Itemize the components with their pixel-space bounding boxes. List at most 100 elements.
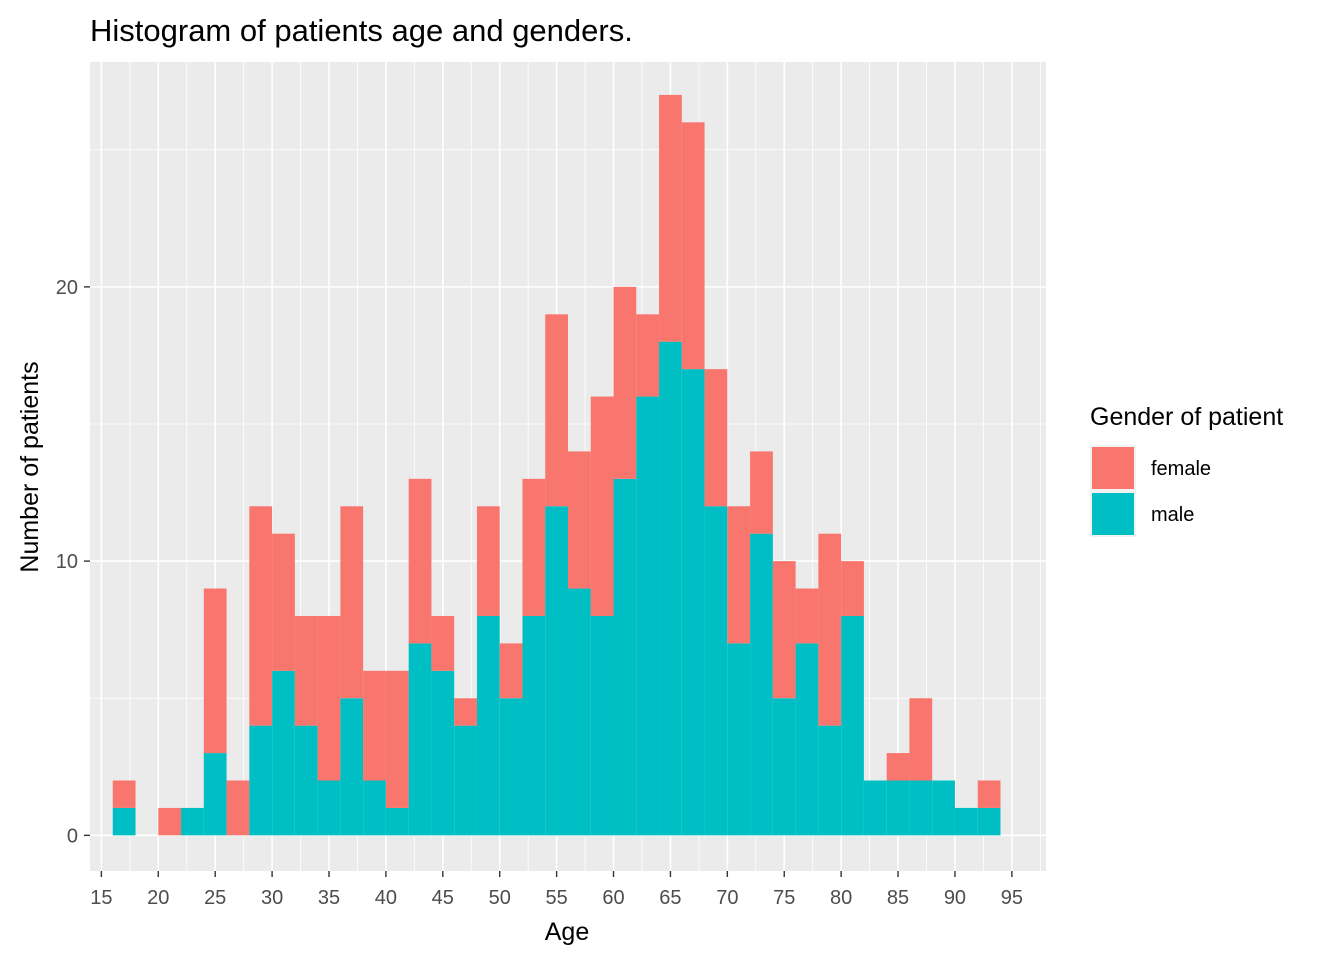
- bar-male: [636, 396, 660, 836]
- y-axis: 0 10 20: [56, 277, 90, 847]
- x-tick-label: 40: [375, 887, 397, 909]
- bar-male: [909, 780, 933, 836]
- bar-male: [385, 807, 409, 836]
- bar-female: [750, 451, 773, 534]
- bar-female: [909, 698, 933, 781]
- bar-female: [454, 698, 477, 726]
- bar-male: [818, 725, 842, 836]
- bar-male: [317, 780, 341, 836]
- legend-label-female: female: [1151, 458, 1211, 480]
- bar-female: [568, 451, 591, 589]
- bar-female: [249, 506, 273, 726]
- histogram-bars: [112, 94, 1001, 836]
- x-tick-label: 30: [261, 887, 283, 909]
- bar-female: [704, 369, 728, 507]
- bar-male: [476, 615, 500, 836]
- bar-male: [499, 698, 523, 836]
- bar-male: [568, 588, 591, 836]
- bar-female: [590, 396, 614, 616]
- bar-male: [272, 670, 295, 836]
- legend-title: Gender of patient: [1090, 403, 1283, 431]
- bar-male: [363, 780, 386, 836]
- bar-female: [636, 314, 660, 397]
- bar-female: [681, 122, 705, 370]
- chart-title: Histogram of patients age and genders.: [90, 13, 633, 48]
- bar-male: [294, 725, 318, 836]
- bar-male: [704, 506, 728, 836]
- x-axis: 15 20 25 30 35 40 45 50 55 60 65 70 75 80 85 90 95: [90, 871, 1023, 909]
- bar-female: [886, 753, 910, 781]
- bar-female: [203, 588, 227, 754]
- bar-female: [294, 615, 318, 726]
- bar-female: [545, 314, 568, 507]
- bar-female: [408, 478, 432, 644]
- x-tick-label: 35: [318, 887, 340, 909]
- bar-male: [545, 506, 568, 836]
- bar-female: [977, 780, 1001, 808]
- y-tick-label: 0: [67, 825, 78, 847]
- bar-male: [932, 780, 955, 836]
- bar-female: [727, 506, 751, 644]
- bar-male: [977, 807, 1001, 836]
- bar-female: [226, 780, 250, 836]
- bar-male: [863, 780, 887, 836]
- bar-male: [590, 615, 614, 836]
- x-tick-label: 70: [716, 887, 738, 909]
- bar-male: [954, 807, 978, 836]
- bar-male: [408, 643, 432, 836]
- bar-male: [203, 753, 227, 836]
- bar-male: [841, 615, 864, 836]
- y-tick-label: 10: [56, 551, 78, 573]
- bar-male: [181, 807, 204, 836]
- bar-male: [340, 698, 364, 836]
- bar-female: [772, 561, 796, 699]
- x-tick-label: 80: [830, 887, 852, 909]
- bar-male: [659, 341, 682, 836]
- bar-female: [522, 478, 546, 616]
- bar-male: [613, 478, 637, 836]
- bar-female: [317, 615, 341, 781]
- legend-label-male: male: [1151, 504, 1194, 526]
- x-tick-label: 60: [602, 887, 624, 909]
- bar-male: [886, 780, 910, 836]
- bar-female: [795, 588, 819, 644]
- bar-female: [818, 533, 842, 726]
- x-tick-label: 55: [545, 887, 567, 909]
- bar-female: [499, 643, 523, 699]
- bar-male: [431, 670, 455, 836]
- bar-female: [158, 807, 182, 836]
- bar-female: [841, 561, 864, 616]
- bar-female: [272, 533, 295, 671]
- legend-key-male: [1092, 493, 1134, 535]
- bar-male: [727, 643, 751, 836]
- bar-male: [522, 615, 546, 836]
- y-axis-title: Number of patients: [16, 361, 44, 572]
- x-tick-label: 65: [659, 887, 681, 909]
- x-tick-label: 85: [887, 887, 909, 909]
- x-tick-label: 90: [944, 887, 966, 909]
- bar-female: [613, 286, 637, 479]
- legend-key-female: [1092, 447, 1134, 489]
- bar-male: [750, 533, 773, 836]
- bar-female: [112, 780, 136, 808]
- x-tick-label: 50: [489, 887, 511, 909]
- bar-female: [340, 506, 364, 699]
- x-tick-label: 20: [147, 887, 169, 909]
- x-tick-label: 25: [204, 887, 226, 909]
- bar-male: [772, 698, 796, 836]
- x-tick-label: 15: [90, 887, 112, 909]
- bar-male: [454, 725, 477, 836]
- bar-male: [249, 725, 273, 836]
- bar-female: [476, 506, 500, 616]
- bar-female: [385, 670, 409, 808]
- bar-male: [112, 807, 136, 836]
- bar-male: [795, 643, 819, 836]
- bar-female: [431, 615, 455, 671]
- x-axis-title: Age: [545, 918, 589, 946]
- x-tick-label: 45: [432, 887, 454, 909]
- x-tick-label: 75: [773, 887, 795, 909]
- bar-female: [363, 670, 386, 781]
- legend: Gender of patient female male: [1090, 403, 1283, 537]
- y-tick-label: 20: [56, 277, 78, 299]
